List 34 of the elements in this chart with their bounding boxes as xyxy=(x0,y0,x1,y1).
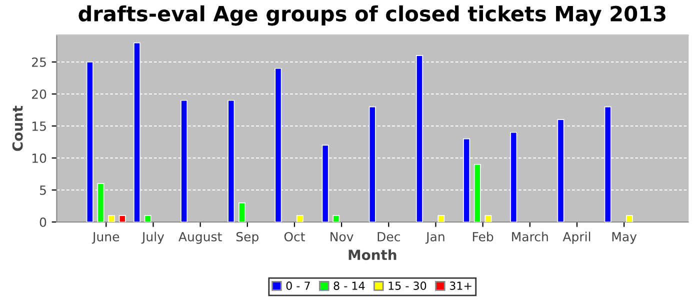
bar xyxy=(238,202,246,222)
y-tick-label: 20 xyxy=(32,89,46,99)
x-tick-label: April xyxy=(562,232,590,244)
legend-label: 31+ xyxy=(450,282,472,290)
x-tick-label: June xyxy=(92,232,120,244)
bar xyxy=(626,215,633,222)
legend-label: 15 - 30 xyxy=(388,282,426,290)
x-tick-label: July xyxy=(141,232,164,244)
bar xyxy=(438,215,445,222)
x-tick-label: Nov xyxy=(330,232,354,242)
legend-label: 8 - 14 xyxy=(334,282,365,290)
x-tick-label: August xyxy=(178,232,222,244)
x-tick-label: May xyxy=(612,232,637,244)
legend-label: 0 - 7 xyxy=(286,282,310,290)
bar xyxy=(118,215,126,222)
x-tick-label: Oct xyxy=(284,232,305,242)
y-tick-label: 5 xyxy=(40,186,46,195)
x-tick-label: Feb xyxy=(472,232,494,242)
x-axis-title: Month xyxy=(348,249,396,260)
chart-title: drafts-eval Age groups of closed tickets May 2013 xyxy=(78,5,666,26)
bar xyxy=(296,215,304,222)
y-axis-title: Count xyxy=(12,106,23,151)
x-tick-label: Sep xyxy=(236,232,258,244)
bar xyxy=(332,215,340,222)
y-tick-label: 0 xyxy=(40,217,46,227)
x-tick-label: Dec xyxy=(378,232,400,242)
x-tick-label: March xyxy=(512,232,548,242)
bar xyxy=(484,215,492,222)
bar xyxy=(108,215,116,222)
y-tick-label: 10 xyxy=(32,153,46,163)
bar xyxy=(144,215,152,222)
y-tick-label: 25 xyxy=(32,57,46,67)
y-tick-label: 15 xyxy=(32,122,46,131)
x-tick-label: Jan xyxy=(425,232,444,244)
